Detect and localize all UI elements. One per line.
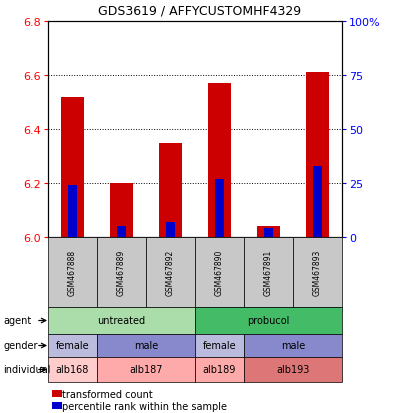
Text: individual: individual xyxy=(3,365,50,375)
Bar xyxy=(62,97,84,237)
Bar xyxy=(166,222,175,237)
Text: male: male xyxy=(281,341,305,351)
Text: percentile rank within the sample: percentile rank within the sample xyxy=(62,401,227,411)
Text: GSM467889: GSM467889 xyxy=(117,249,126,295)
Bar xyxy=(208,84,230,237)
Bar xyxy=(215,179,224,237)
Text: agent: agent xyxy=(3,316,31,326)
Bar xyxy=(313,166,322,237)
Text: GSM467888: GSM467888 xyxy=(68,249,77,295)
Text: gender: gender xyxy=(3,341,38,351)
Bar xyxy=(68,186,77,237)
Text: GDS3619 / AFFYCUSTOMHF4329: GDS3619 / AFFYCUSTOMHF4329 xyxy=(98,4,302,17)
Text: untreated: untreated xyxy=(98,316,146,326)
Text: GSM467892: GSM467892 xyxy=(166,249,175,295)
Bar xyxy=(160,143,182,237)
Text: female: female xyxy=(56,341,89,351)
Bar xyxy=(117,227,126,237)
Bar xyxy=(306,73,328,237)
Text: GSM467891: GSM467891 xyxy=(264,249,273,295)
Text: alb193: alb193 xyxy=(276,365,310,375)
Text: alb189: alb189 xyxy=(203,365,236,375)
Text: GSM467890: GSM467890 xyxy=(215,249,224,295)
Text: GSM467893: GSM467893 xyxy=(313,249,322,295)
Bar xyxy=(258,227,280,237)
Bar xyxy=(110,183,132,237)
Bar xyxy=(264,229,273,237)
Text: female: female xyxy=(203,341,236,351)
Text: alb168: alb168 xyxy=(56,365,89,375)
Text: male: male xyxy=(134,341,158,351)
Text: probucol: probucol xyxy=(247,316,290,326)
Text: transformed count: transformed count xyxy=(62,389,153,399)
Text: alb187: alb187 xyxy=(129,365,163,375)
